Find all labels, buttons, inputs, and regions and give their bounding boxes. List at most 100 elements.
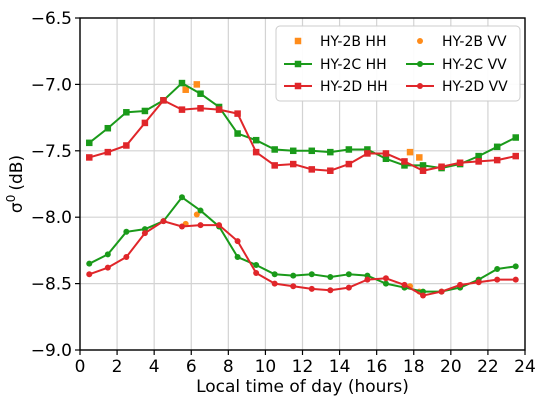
square-point <box>308 166 316 173</box>
x-tick-label: 24 <box>514 357 536 377</box>
series-hy-2d-vv <box>86 218 519 299</box>
circle-point <box>86 271 93 278</box>
square-point <box>456 159 464 167</box>
circle-point <box>512 263 519 270</box>
square-point <box>512 134 519 141</box>
circle-point <box>494 276 501 283</box>
x-tick-label: 6 <box>186 357 197 377</box>
y-tick-label: −8.5 <box>31 275 72 295</box>
square-point <box>416 154 423 161</box>
square-point <box>123 142 130 149</box>
circle-point <box>234 254 241 261</box>
square-point <box>182 86 189 93</box>
series-hy-2d-hh <box>86 97 519 174</box>
square-point <box>86 154 93 161</box>
circle-point <box>234 238 241 245</box>
x-tick-label: 8 <box>223 357 234 377</box>
legend-swatch-marker <box>294 60 302 68</box>
square-point <box>438 163 445 170</box>
square-point <box>252 148 260 156</box>
circle-point <box>197 207 204 214</box>
square-point <box>104 148 112 156</box>
circle-point <box>382 280 389 287</box>
square-point <box>197 105 204 112</box>
square-point <box>327 148 334 156</box>
circle-point <box>253 262 260 269</box>
y-tick-label: −6.5 <box>31 9 72 29</box>
circle-point <box>193 211 200 218</box>
circle-point <box>494 265 501 272</box>
square-point <box>382 155 390 163</box>
square-point <box>345 160 353 168</box>
circle-point <box>104 264 111 271</box>
circle-point <box>327 287 334 294</box>
square-point <box>345 146 353 153</box>
square-point <box>234 110 241 117</box>
x-tick-label: 22 <box>477 357 499 377</box>
circle-point <box>420 292 427 299</box>
square-point <box>178 79 186 87</box>
circle-point <box>345 271 352 278</box>
circle-point <box>178 223 185 230</box>
x-axis-title: Local time of day (hours) <box>196 377 409 397</box>
legend-label: HY-2C HH <box>320 57 387 73</box>
x-tick-label: 20 <box>440 357 462 377</box>
square-point <box>178 106 186 113</box>
legend-item: HY-2C HH <box>284 57 387 73</box>
legend-box <box>275 25 521 102</box>
square-point <box>160 97 167 104</box>
legend-label: HY-2D VV <box>442 79 508 95</box>
circle-point <box>104 251 111 258</box>
circle-point <box>290 272 297 279</box>
y-tick-label: −9.0 <box>31 341 72 361</box>
x-tick-label: 18 <box>403 357 425 377</box>
square-point <box>401 162 408 169</box>
square-point <box>493 143 501 151</box>
circle-point <box>141 230 148 237</box>
legend-swatch-marker <box>294 82 302 90</box>
square-point <box>141 107 149 115</box>
legend: HY-2B HH HY-2B VV HY-2C HH HY-2C VV HY-2D HH… <box>275 25 521 102</box>
square-point <box>419 167 427 174</box>
x-tick-label: 0 <box>75 357 86 377</box>
square-point <box>475 152 482 160</box>
circle-point <box>290 283 297 290</box>
square-point <box>364 146 371 153</box>
circle-point <box>308 271 315 278</box>
circle-point <box>253 269 260 276</box>
square-point <box>406 148 414 156</box>
square-point <box>475 158 482 165</box>
square-point <box>141 119 149 127</box>
square-point <box>382 150 390 157</box>
legend-label: HY-2B VV <box>442 34 507 50</box>
circle-point <box>457 281 464 288</box>
circle-point <box>438 288 445 295</box>
circle-point <box>86 260 93 267</box>
legend-item: HY-2D VV <box>406 79 508 95</box>
series-line <box>88 220 516 297</box>
square-point <box>215 106 223 113</box>
square-point <box>364 150 371 157</box>
square-point <box>493 156 501 164</box>
circle-point <box>327 273 334 280</box>
x-tick-label: 4 <box>149 357 160 377</box>
square-point <box>252 136 260 144</box>
circle-point <box>123 228 130 235</box>
circle-point <box>197 222 204 229</box>
square-point <box>104 124 112 132</box>
y-tick-label: −8.0 <box>31 208 72 228</box>
legend-swatch-marker <box>294 37 302 45</box>
square-point <box>419 162 427 169</box>
square-point <box>327 167 334 174</box>
square-point <box>197 90 204 97</box>
square-point <box>308 147 316 155</box>
circle-point <box>271 280 278 287</box>
x-tick-label: 14 <box>329 357 351 377</box>
x-tick-label: 2 <box>112 357 123 377</box>
legend-label: HY-2C VV <box>442 57 507 73</box>
legend-item: HY-2B VV <box>417 34 507 50</box>
circle-point <box>364 276 371 283</box>
square-point <box>234 130 241 137</box>
